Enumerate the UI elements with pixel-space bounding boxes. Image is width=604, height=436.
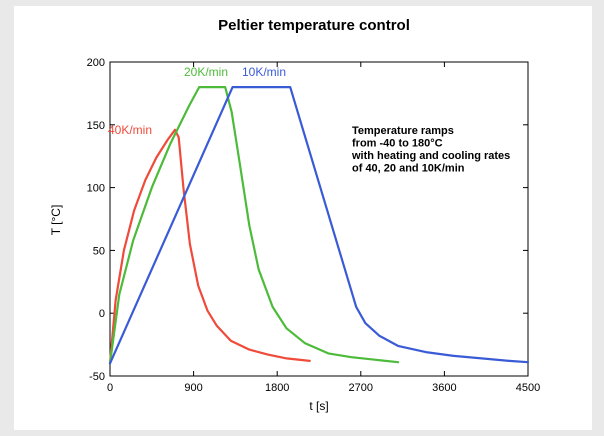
annotation-line: from -40 to 180°C (352, 138, 443, 150)
chart-title: Peltier temperature control (218, 17, 410, 34)
series-labels: 40K/min 20K/min 10K/min (108, 65, 286, 137)
series-lines (108, 85, 530, 365)
x-tick-label: 2700 (349, 382, 373, 394)
plot-frame (109, 61, 529, 377)
series-line-10kmin (108, 85, 530, 365)
chart-panel: Peltier temperature control -50 0 50 100 150… (14, 6, 592, 430)
y-tick-label: 50 (93, 245, 105, 257)
series-line-20kmin (108, 85, 400, 365)
annotation-line: with heating and cooling rates (351, 150, 510, 162)
y-tick-label: 200 (87, 57, 105, 69)
x-tick-label: 3600 (432, 382, 456, 394)
y-axis-label: T [°C] (49, 205, 63, 236)
annotation-line: Temperature ramps (352, 125, 454, 137)
y-tick-label: 150 (87, 120, 105, 132)
chart-annotation: Temperature ramps from -40 to 180°C with h… (351, 125, 510, 175)
x-tick-label: 900 (184, 382, 202, 394)
y-tick-label: 100 (87, 183, 105, 195)
series-label: 40K/min (108, 123, 152, 137)
y-tick-label: -50 (89, 371, 105, 383)
x-tick-label: 1800 (265, 382, 289, 394)
series-line-40kmin (108, 128, 311, 365)
peltier-chart: Peltier temperature control -50050100150… (49, 17, 541, 413)
annotation-line: of 40, 20 and 10K/min (352, 163, 465, 175)
series-label: 10K/min (242, 65, 286, 79)
x-axis-label: t [s] (309, 399, 328, 413)
series-label: 20K/min (184, 65, 228, 79)
y-tick-label: 0 (99, 308, 105, 320)
x-tick-label: 0 (107, 382, 113, 394)
x-tick-label: 4500 (516, 382, 540, 394)
